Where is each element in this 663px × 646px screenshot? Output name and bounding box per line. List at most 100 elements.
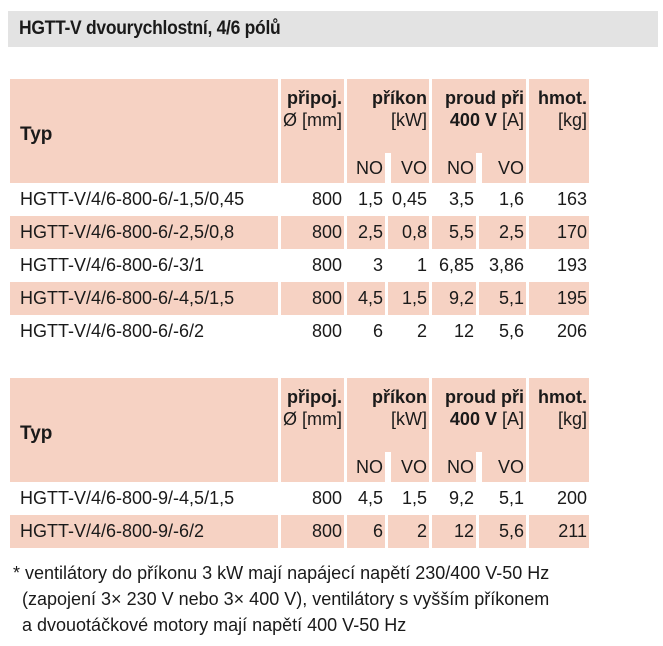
col-header-prikon-no: NO — [347, 153, 385, 183]
prikon-label: příkon — [371, 387, 427, 407]
table-row: HGTT-V/4/6-800-6/-2,5/0,8 800 2,5 0,8 5,… — [10, 216, 589, 249]
col-header-prikon: příkon [kW] — [347, 378, 429, 452]
cell-typ: HGTT-V/4/6-800-6/-4,5/1,5 — [10, 282, 278, 315]
footnote-line-1: * ventilátory do příkonu 3 kW mají napáj… — [13, 563, 550, 583]
cell-pripoj: 800 — [281, 216, 344, 249]
hmot-label: hmot. — [538, 88, 587, 108]
proud-unit: [A] — [501, 110, 524, 130]
proud-voltage: 400 V — [449, 409, 497, 429]
hmot-label: hmot. — [538, 387, 587, 407]
cell-prikon-vo: 2 — [388, 515, 429, 548]
cell-hmot: 163 — [556, 189, 587, 209]
table-row: HGTT-V/4/6-800-6/-3/1 800 3 1 6,85 3,86 … — [10, 249, 589, 282]
table-row: HGTT-V/4/6-800-9/-4,5/1,5 800 4,5 1,5 9,… — [10, 482, 589, 515]
table-row: HGTT-V/4/6-800-6/-4,5/1,5 800 4,5 1,5 9,… — [10, 282, 589, 315]
table-row: HGTT-V/4/6-800-9/-6/2 800 6 2 12 5,6 211 — [10, 515, 589, 548]
cell-proud-vo: 3,86 — [488, 255, 524, 275]
cell-proud-no: 6,85 — [438, 255, 474, 275]
col-header-proud: proud při 400 V [A] — [432, 79, 526, 153]
prikon-unit: [kW] — [391, 110, 427, 130]
cell-pripoj: 800 — [311, 321, 342, 341]
proud-unit: [A] — [501, 409, 524, 429]
cell-prikon-vo: 2 — [416, 321, 427, 341]
cell-typ: HGTT-V/4/6-800-9/-4,5/1,5 — [20, 488, 235, 508]
cell-typ: HGTT-V/4/6-800-9/-6/2 — [10, 515, 278, 548]
cell-pripoj: 800 — [281, 282, 344, 315]
proud-label: proud při — [445, 387, 524, 407]
cell-typ: HGTT-V/4/6-800-6/-3/1 — [20, 255, 205, 275]
cell-proud-vo: 5,6 — [479, 515, 526, 548]
table-row: HGTT-V/4/6-800-6/-6/2 800 6 2 12 5,6 206 — [10, 315, 589, 348]
cell-prikon-no: 6 — [347, 515, 385, 548]
prikon-unit: [kW] — [391, 409, 427, 429]
prikon-label: příkon — [371, 88, 427, 108]
col-header-proud-no: NO — [432, 153, 476, 183]
footnote-line-3: a dvouotáčkové motory mají napětí 400 V-… — [22, 615, 407, 635]
cell-hmot: 200 — [556, 488, 587, 508]
col-header-prikon-vo: VO — [388, 153, 429, 183]
cell-proud-no: 3,5 — [448, 189, 474, 209]
col-header-pripoj: připoj. Ø [mm] — [281, 378, 344, 482]
table-header-row: Typ připoj. Ø [mm] příkon [kW] proud při… — [10, 378, 589, 482]
cell-hmot: 170 — [529, 216, 589, 249]
cell-hmot: 193 — [556, 255, 587, 275]
cell-prikon-no: 4,5 — [357, 488, 383, 508]
cell-prikon-vo: 1,5 — [401, 488, 427, 508]
cell-proud-vo: 1,6 — [498, 189, 524, 209]
table-row: HGTT-V/4/6-800-6/-1,5/0,45 800 1,5 0,45 … — [10, 183, 589, 216]
section-title: HGTT-V dvourychlostní, 4/6 pólů — [19, 18, 281, 39]
col-header-prikon-no: NO — [347, 452, 385, 482]
cell-proud-no: 9,2 — [448, 488, 474, 508]
cell-prikon-vo: 1 — [416, 255, 427, 275]
cell-proud-vo: 5,1 — [498, 488, 524, 508]
col-header-typ: Typ — [10, 79, 278, 183]
col-header-prikon: příkon [kW] — [347, 79, 429, 153]
table-subheader-row: NO VO NO VO — [10, 452, 589, 482]
pripoj-unit: Ø [mm] — [283, 409, 342, 429]
cell-prikon-no: 2,5 — [347, 216, 385, 249]
pripoj-unit: Ø [mm] — [283, 110, 342, 130]
cell-proud-vo: 2,5 — [479, 216, 526, 249]
footnote: * ventilátory do příkonu 3 kW mají napáj… — [13, 560, 549, 638]
cell-pripoj: 800 — [311, 255, 342, 275]
proud-label: proud při — [445, 88, 524, 108]
col-header-proud: proud při 400 V [A] — [432, 378, 526, 452]
cell-prikon-vo: 0,8 — [388, 216, 429, 249]
col-header-proud-no: NO — [432, 452, 476, 482]
pripoj-label: připoj. — [287, 387, 342, 407]
cell-hmot: 206 — [556, 321, 587, 341]
hmot-unit: [kg] — [557, 409, 587, 429]
spec-table-9: Typ připoj. Ø [mm] příkon [kW] proud při… — [7, 378, 592, 548]
col-header-proud-vo: VO — [479, 452, 526, 482]
spec-table-6: Typ připoj. Ø [mm] příkon [kW] proud při… — [7, 79, 592, 348]
cell-proud-no: 12 — [432, 515, 476, 548]
cell-prikon-no: 4,5 — [347, 282, 385, 315]
col-header-proud-vo: VO — [479, 153, 526, 183]
table-header-row: Typ připoj. Ø [mm] příkon [kW] proud při… — [10, 79, 589, 183]
cell-prikon-no: 1,5 — [357, 189, 383, 209]
cell-typ: HGTT-V/4/6-800-6/-2,5/0,8 — [10, 216, 278, 249]
cell-proud-no: 9,2 — [432, 282, 476, 315]
cell-prikon-no: 6 — [372, 321, 383, 341]
cell-proud-vo: 5,1 — [479, 282, 526, 315]
cell-proud-vo: 5,6 — [498, 321, 524, 341]
cell-prikon-vo: 0,45 — [391, 189, 427, 209]
footnote-line-2: (zapojení 3× 230 V nebo 3× 400 V), venti… — [22, 589, 550, 609]
cell-proud-no: 12 — [453, 321, 474, 341]
proud-voltage: 400 V — [449, 110, 497, 130]
section-title-bar: HGTT-V dvourychlostní, 4/6 pólů — [8, 11, 658, 47]
hmot-unit: [kg] — [557, 110, 587, 130]
table-subheader-row: NO VO NO VO — [10, 153, 589, 183]
pripoj-label: připoj. — [287, 88, 342, 108]
col-header-hmot: hmot. [kg] — [529, 378, 589, 482]
col-header-pripoj: připoj. Ø [mm] — [281, 79, 344, 183]
cell-prikon-vo: 1,5 — [388, 282, 429, 315]
col-header-prikon-vo: VO — [388, 452, 429, 482]
cell-pripoj: 800 — [311, 488, 342, 508]
cell-typ: HGTT-V/4/6-800-6/-1,5/0,45 — [20, 189, 245, 209]
cell-hmot: 211 — [529, 515, 589, 548]
cell-typ: HGTT-V/4/6-800-6/-6/2 — [20, 321, 205, 341]
col-header-typ: Typ — [10, 378, 278, 482]
cell-hmot: 195 — [529, 282, 589, 315]
cell-prikon-no: 3 — [372, 255, 383, 275]
